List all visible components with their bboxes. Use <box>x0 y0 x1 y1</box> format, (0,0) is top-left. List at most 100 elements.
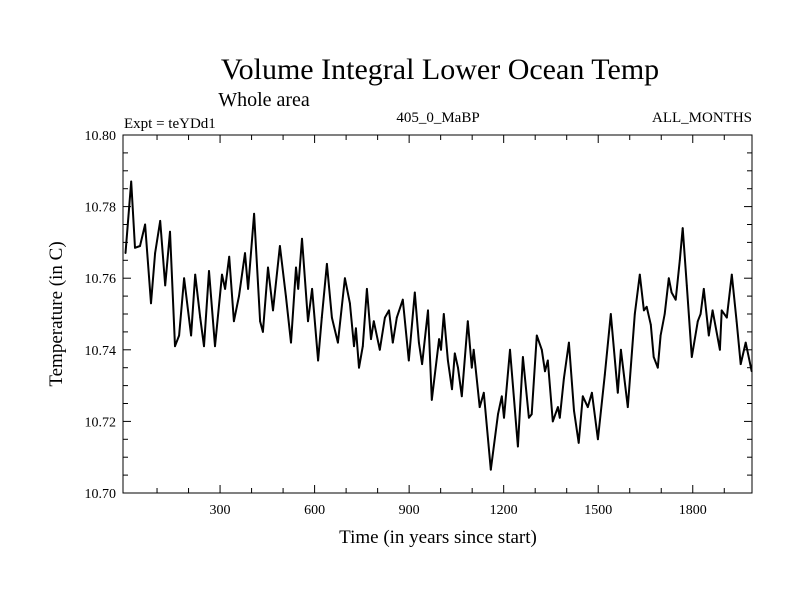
plot-frame <box>122 134 753 494</box>
data-point <box>720 309 723 312</box>
data-point <box>457 366 459 369</box>
data-point <box>528 416 530 419</box>
data-point <box>577 442 580 444</box>
data-point <box>134 246 136 249</box>
series-line-teYDd1 <box>124 180 753 471</box>
data-point <box>616 391 619 394</box>
data-point <box>620 348 622 351</box>
chart-subtitle: Whole area <box>218 89 310 111</box>
data-point <box>603 374 606 376</box>
data-point <box>540 348 543 351</box>
data-point <box>317 359 319 362</box>
y-tick-label: 10.80 <box>85 129 117 144</box>
data-point <box>744 341 747 344</box>
data-point <box>591 391 593 394</box>
data-point <box>208 270 210 272</box>
data-point <box>530 413 533 416</box>
data-point <box>638 273 641 276</box>
data-point <box>421 363 423 365</box>
data-point <box>178 334 181 337</box>
data-point <box>440 348 442 351</box>
data-point <box>586 406 589 408</box>
data-point <box>353 345 355 348</box>
data-point <box>489 468 492 471</box>
data-point <box>447 359 449 362</box>
data-point <box>203 345 205 348</box>
data-point <box>144 223 147 226</box>
y-tick-label: 10.72 <box>85 415 117 430</box>
data-point <box>711 309 714 312</box>
data-point <box>418 341 420 344</box>
data-point <box>453 352 456 355</box>
x-axis-label: Time (in years since start) <box>339 527 537 548</box>
data-point <box>707 334 710 337</box>
data-point <box>678 259 681 262</box>
data-point <box>295 266 297 269</box>
data-point <box>597 438 599 441</box>
data-point <box>509 348 511 351</box>
data-point <box>674 298 677 301</box>
y-tick-label: 10.70 <box>85 487 117 502</box>
data-point <box>470 366 473 369</box>
x-tick-label: 1800 <box>679 503 707 518</box>
data-point <box>581 395 584 398</box>
data-point <box>563 377 565 380</box>
data-point <box>659 334 662 337</box>
data-point <box>438 338 440 340</box>
data-point <box>370 338 372 340</box>
data-point <box>626 406 629 408</box>
data-point <box>279 245 281 247</box>
data-point <box>503 416 505 419</box>
data-point <box>311 288 313 290</box>
y-tick-label: 10.78 <box>85 201 117 216</box>
data-point <box>407 359 410 362</box>
data-point <box>702 288 705 290</box>
data-point <box>670 291 673 294</box>
data-point <box>378 348 381 351</box>
months-label: ALL_MONTHS <box>652 110 752 126</box>
x-tick-label: 1500 <box>584 503 612 518</box>
data-point <box>478 406 481 408</box>
data-point <box>349 302 351 305</box>
data-point <box>384 316 386 319</box>
data-point <box>395 316 398 319</box>
data-point <box>388 309 390 312</box>
data-point <box>331 316 333 319</box>
data-points <box>124 180 753 471</box>
chart-title: Volume Integral Lower Ocean Temp <box>221 53 659 86</box>
data-point <box>326 263 328 265</box>
data-point <box>272 309 274 312</box>
data-point <box>355 327 357 330</box>
data-point <box>344 277 346 280</box>
data-point <box>259 320 261 323</box>
data-point <box>573 409 575 412</box>
axis-ticks <box>123 135 752 493</box>
data-point <box>391 341 394 344</box>
data-point <box>366 288 368 290</box>
data-point <box>451 388 453 391</box>
x-tick-label: 300 <box>210 503 231 518</box>
data-point <box>124 252 127 255</box>
data-point <box>174 345 176 348</box>
data-point <box>267 266 269 269</box>
data-point <box>656 366 659 369</box>
data-point <box>735 320 738 323</box>
data-point <box>199 316 202 319</box>
data-point <box>739 363 742 365</box>
data-point <box>544 370 546 373</box>
y-axis-label: Temperature (in C) <box>46 241 67 386</box>
data-point <box>150 302 152 305</box>
data-point <box>460 395 463 398</box>
data-point <box>159 220 162 222</box>
data-point <box>699 313 702 315</box>
data-point <box>297 288 300 290</box>
data-point <box>427 309 429 312</box>
data-point <box>725 316 728 319</box>
data-point <box>361 345 364 348</box>
axis-tick-labels: 300 600 900 1200 1500 1800 10.70 10.72 10.74 10.7… <box>85 129 707 518</box>
data-point <box>164 284 167 287</box>
y-tick-label: 10.74 <box>85 344 117 359</box>
data-point <box>221 273 223 276</box>
data-point <box>652 356 655 358</box>
x-tick-label: 1200 <box>490 503 518 518</box>
